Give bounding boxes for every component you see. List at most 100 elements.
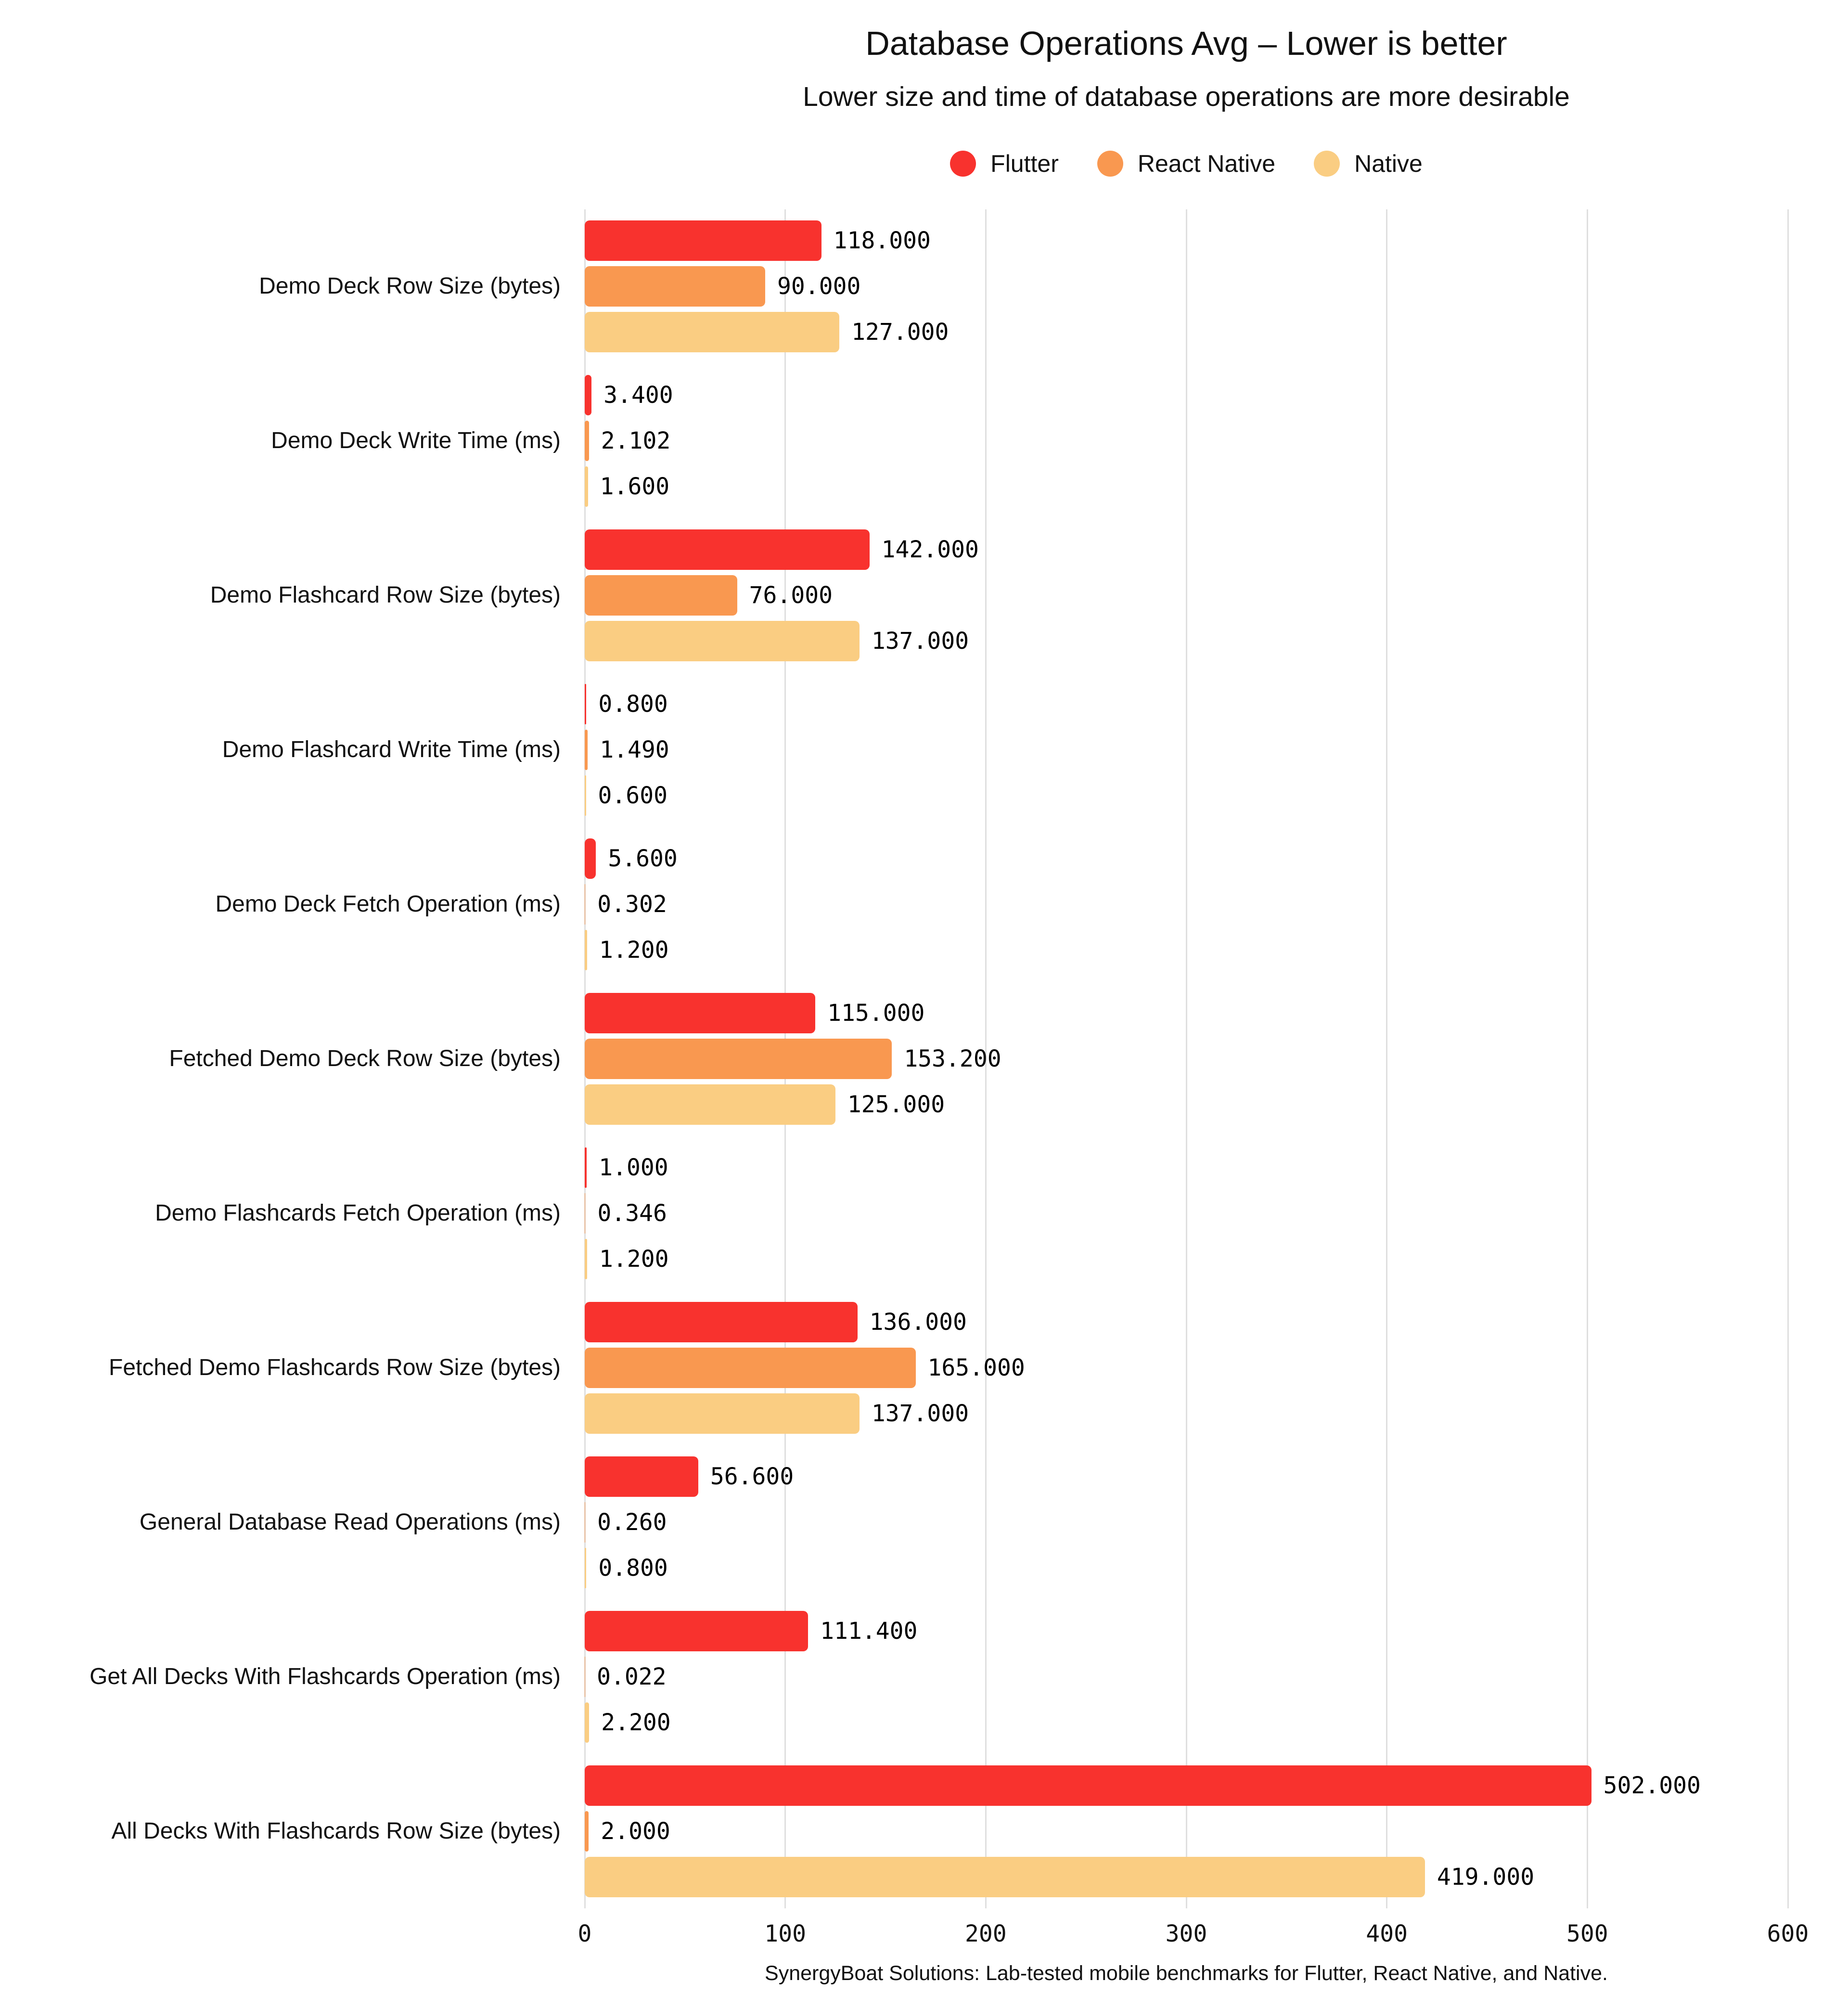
category-group: Fetched Demo Deck Row Size (bytes) 115.00…: [0, 982, 1848, 1136]
bar-line: 137.000: [585, 621, 1788, 662]
bar-native: [585, 930, 587, 971]
bar-line: 2.102: [585, 421, 1788, 462]
bar-line: 142.000: [585, 529, 1788, 570]
bar-line: 137.000: [585, 1393, 1788, 1434]
bar-line: 0.302: [585, 884, 1788, 925]
bar-value-label: 165.000: [927, 1354, 1025, 1381]
category-label: Fetched Demo Flashcards Row Size (bytes): [109, 1354, 561, 1380]
gridline: [1787, 209, 1789, 1908]
bar-value-label: 5.600: [608, 845, 678, 873]
bar-line: 0.800: [585, 684, 1788, 725]
legend-label: React Native: [1137, 150, 1276, 177]
bar-value-label: 1.200: [599, 937, 669, 964]
bar-flutter: [585, 1765, 1591, 1806]
x-axis: 0 100 200 300 400 500 600: [578, 1920, 1809, 1954]
bar-value-label: 502.000: [1603, 1772, 1701, 1799]
bar-line: 153.200: [585, 1038, 1788, 1079]
bar-value-label: 76.000: [749, 582, 833, 609]
bar-line: 56.600: [585, 1456, 1788, 1497]
footer-note: SynergyBoat Solutions: Lab-tested mobile…: [765, 1962, 1608, 1985]
bar-value-label: 0.800: [598, 1554, 668, 1582]
bar-value-label: 0.260: [597, 1508, 667, 1536]
bar-native: [585, 1084, 835, 1125]
x-tick-label: 0: [578, 1920, 592, 1947]
bar-line: 1.200: [585, 1238, 1788, 1279]
bar-line: 0.260: [585, 1502, 1788, 1543]
category-label: Demo Deck Row Size (bytes): [259, 273, 561, 299]
category-bars: 142.000 76.000 137.000: [585, 518, 1788, 673]
bar-line: 118.000: [585, 220, 1788, 261]
bar-value-label: 137.000: [871, 628, 969, 655]
category-bars: 502.000 2.000 419.000: [585, 1754, 1788, 1908]
legend-item-react_native: React Native: [1097, 150, 1275, 178]
bar-flutter: [585, 1147, 587, 1188]
bar-line: 0.800: [585, 1547, 1788, 1588]
legend-label: Flutter: [990, 150, 1059, 177]
bar-native: [585, 466, 588, 507]
bar-native: [585, 1856, 1425, 1897]
bar-value-label: 111.400: [820, 1617, 918, 1645]
bar-value-label: 115.000: [827, 999, 925, 1027]
bar-value-label: 118.000: [833, 227, 931, 255]
category-group: Fetched Demo Flashcards Row Size (bytes)…: [0, 1290, 1848, 1445]
x-tick-label: 400: [1366, 1920, 1408, 1947]
x-tick-label: 300: [1165, 1920, 1207, 1947]
bar-value-label: 1.490: [600, 736, 669, 764]
category-label: Fetched Demo Deck Row Size (bytes): [169, 1045, 561, 1071]
category-bars: 0.800 1.490 0.600: [585, 673, 1788, 827]
category-group: Demo Flashcards Fetch Operation (ms) 1.00…: [0, 1136, 1848, 1290]
bar-line: 2.000: [585, 1811, 1788, 1852]
bar-line: 3.400: [585, 375, 1788, 416]
bar-line: 1.200: [585, 930, 1788, 971]
category-label: General Database Read Operations (ms): [139, 1509, 561, 1535]
bar-react_native: [585, 266, 765, 307]
bar-value-label: 125.000: [847, 1091, 945, 1118]
legend-label: Native: [1354, 150, 1423, 177]
bar-value-label: 0.346: [597, 1199, 667, 1227]
bar-value-label: 137.000: [871, 1400, 969, 1427]
legend-dot-flutter: [950, 151, 976, 177]
bar-line: 76.000: [585, 575, 1788, 616]
bar-flutter: [585, 1456, 698, 1497]
bar-line: 127.000: [585, 312, 1788, 353]
bar-line: 1.600: [585, 466, 1788, 507]
bar-value-label: 3.400: [603, 382, 673, 409]
category-group: Get All Decks With Flashcards Operation …: [0, 1599, 1848, 1754]
category-group: General Database Read Operations (ms) 56.…: [0, 1445, 1848, 1599]
category-label: Demo Deck Write Time (ms): [271, 428, 561, 454]
bar-flutter: [585, 992, 816, 1033]
bar-react_native: [585, 575, 737, 616]
bar-value-label: 56.600: [710, 1463, 794, 1490]
x-tick-label: 200: [964, 1920, 1007, 1947]
bar-value-label: 0.022: [597, 1663, 667, 1690]
bar-react_native: [585, 1811, 589, 1852]
bar-value-label: 127.000: [851, 319, 949, 346]
category-label: Demo Flashcards Fetch Operation (ms): [155, 1200, 561, 1226]
bar-flutter: [585, 375, 592, 416]
plot-area: Demo Deck Row Size (bytes) 118.000 90.000 1…: [0, 209, 1848, 1908]
legend-item-flutter: Flutter: [950, 150, 1059, 178]
bar-value-label: 0.302: [597, 891, 667, 918]
bar-react_native: [585, 1038, 892, 1079]
category-label: Demo Flashcard Write Time (ms): [222, 737, 561, 763]
gridline: [1586, 209, 1588, 1908]
category-bars: 1.000 0.346 1.200: [585, 1136, 1788, 1290]
bar-value-label: 2.200: [601, 1709, 671, 1736]
category-group: Demo Deck Write Time (ms) 3.400 2.102 1.600: [0, 364, 1848, 518]
bar-value-label: 136.000: [869, 1308, 967, 1336]
bar-value-label: 2.102: [601, 427, 671, 455]
category-label: Demo Deck Fetch Operation (ms): [215, 891, 561, 917]
category-label: Get All Decks With Flashcards Operation …: [90, 1663, 561, 1689]
bar-value-label: 90.000: [777, 273, 861, 300]
bar-flutter: [585, 1301, 858, 1342]
bar-value-label: 2.000: [601, 1817, 670, 1845]
bar-react_native: [585, 730, 588, 771]
legend-dot-native: [1314, 151, 1340, 177]
x-tick-label: 500: [1566, 1920, 1608, 1947]
x-tick-label: 100: [764, 1920, 807, 1947]
bar-value-label: 0.800: [598, 691, 668, 718]
bar-value-label: 0.600: [598, 782, 668, 810]
bar-line: 0.346: [585, 1193, 1788, 1234]
bar-native: [585, 1702, 590, 1743]
bar-value-label: 419.000: [1437, 1863, 1535, 1891]
